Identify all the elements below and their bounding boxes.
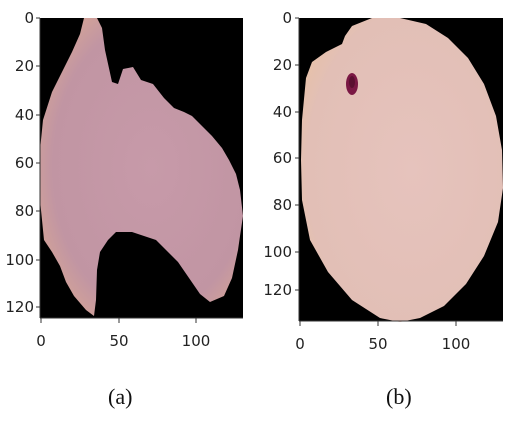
panel-a-ytick: 120 bbox=[5, 298, 34, 316]
panel-a-xtick: 100 bbox=[182, 332, 211, 350]
panel-b-xtick: 50 bbox=[368, 335, 387, 353]
panel-a-xtick: 0 bbox=[36, 332, 46, 350]
panel-b-y-ticks: 0 20 40 60 80 100 120 bbox=[263, 9, 299, 299]
panel-a-ytick: 60 bbox=[15, 154, 34, 172]
panel-a-y-ticks: 0 20 40 60 80 100 120 bbox=[5, 9, 40, 316]
caption-b: (b) bbox=[386, 384, 412, 409]
panel-a-cell bbox=[40, 18, 243, 316]
panel-a-x-ticks: 0 50 100 bbox=[36, 318, 210, 350]
panel-b-ytick: 0 bbox=[282, 9, 292, 27]
panel-a-ytick: 0 bbox=[24, 9, 34, 27]
panel-a-ytick: 40 bbox=[15, 106, 34, 124]
panel-b-axes bbox=[298, 18, 503, 322]
parasite-spot-core bbox=[349, 76, 355, 88]
panel-b-xtick: 0 bbox=[295, 335, 305, 353]
panel-b-ytick: 40 bbox=[273, 103, 292, 121]
panel-b-ytick: 20 bbox=[273, 56, 292, 74]
panel-b-ytick: 120 bbox=[263, 281, 292, 299]
panel-a-ytick: 100 bbox=[5, 251, 34, 269]
panel-a-xtick: 50 bbox=[109, 332, 128, 350]
panel-a bbox=[40, 18, 243, 318]
panel-b-xtick: 100 bbox=[442, 335, 471, 353]
panel-b-ytick: 100 bbox=[263, 243, 292, 261]
panel-a-ytick: 20 bbox=[15, 57, 34, 75]
panel-a-ytick: 80 bbox=[15, 202, 34, 220]
panel-b bbox=[299, 18, 503, 322]
panel-b-ytick: 80 bbox=[273, 196, 292, 214]
caption-a: (a) bbox=[108, 384, 133, 409]
panel-b-x-ticks: 0 50 100 bbox=[295, 321, 470, 353]
panel-a-axes bbox=[39, 18, 243, 319]
panel-b-ytick: 60 bbox=[273, 149, 292, 167]
